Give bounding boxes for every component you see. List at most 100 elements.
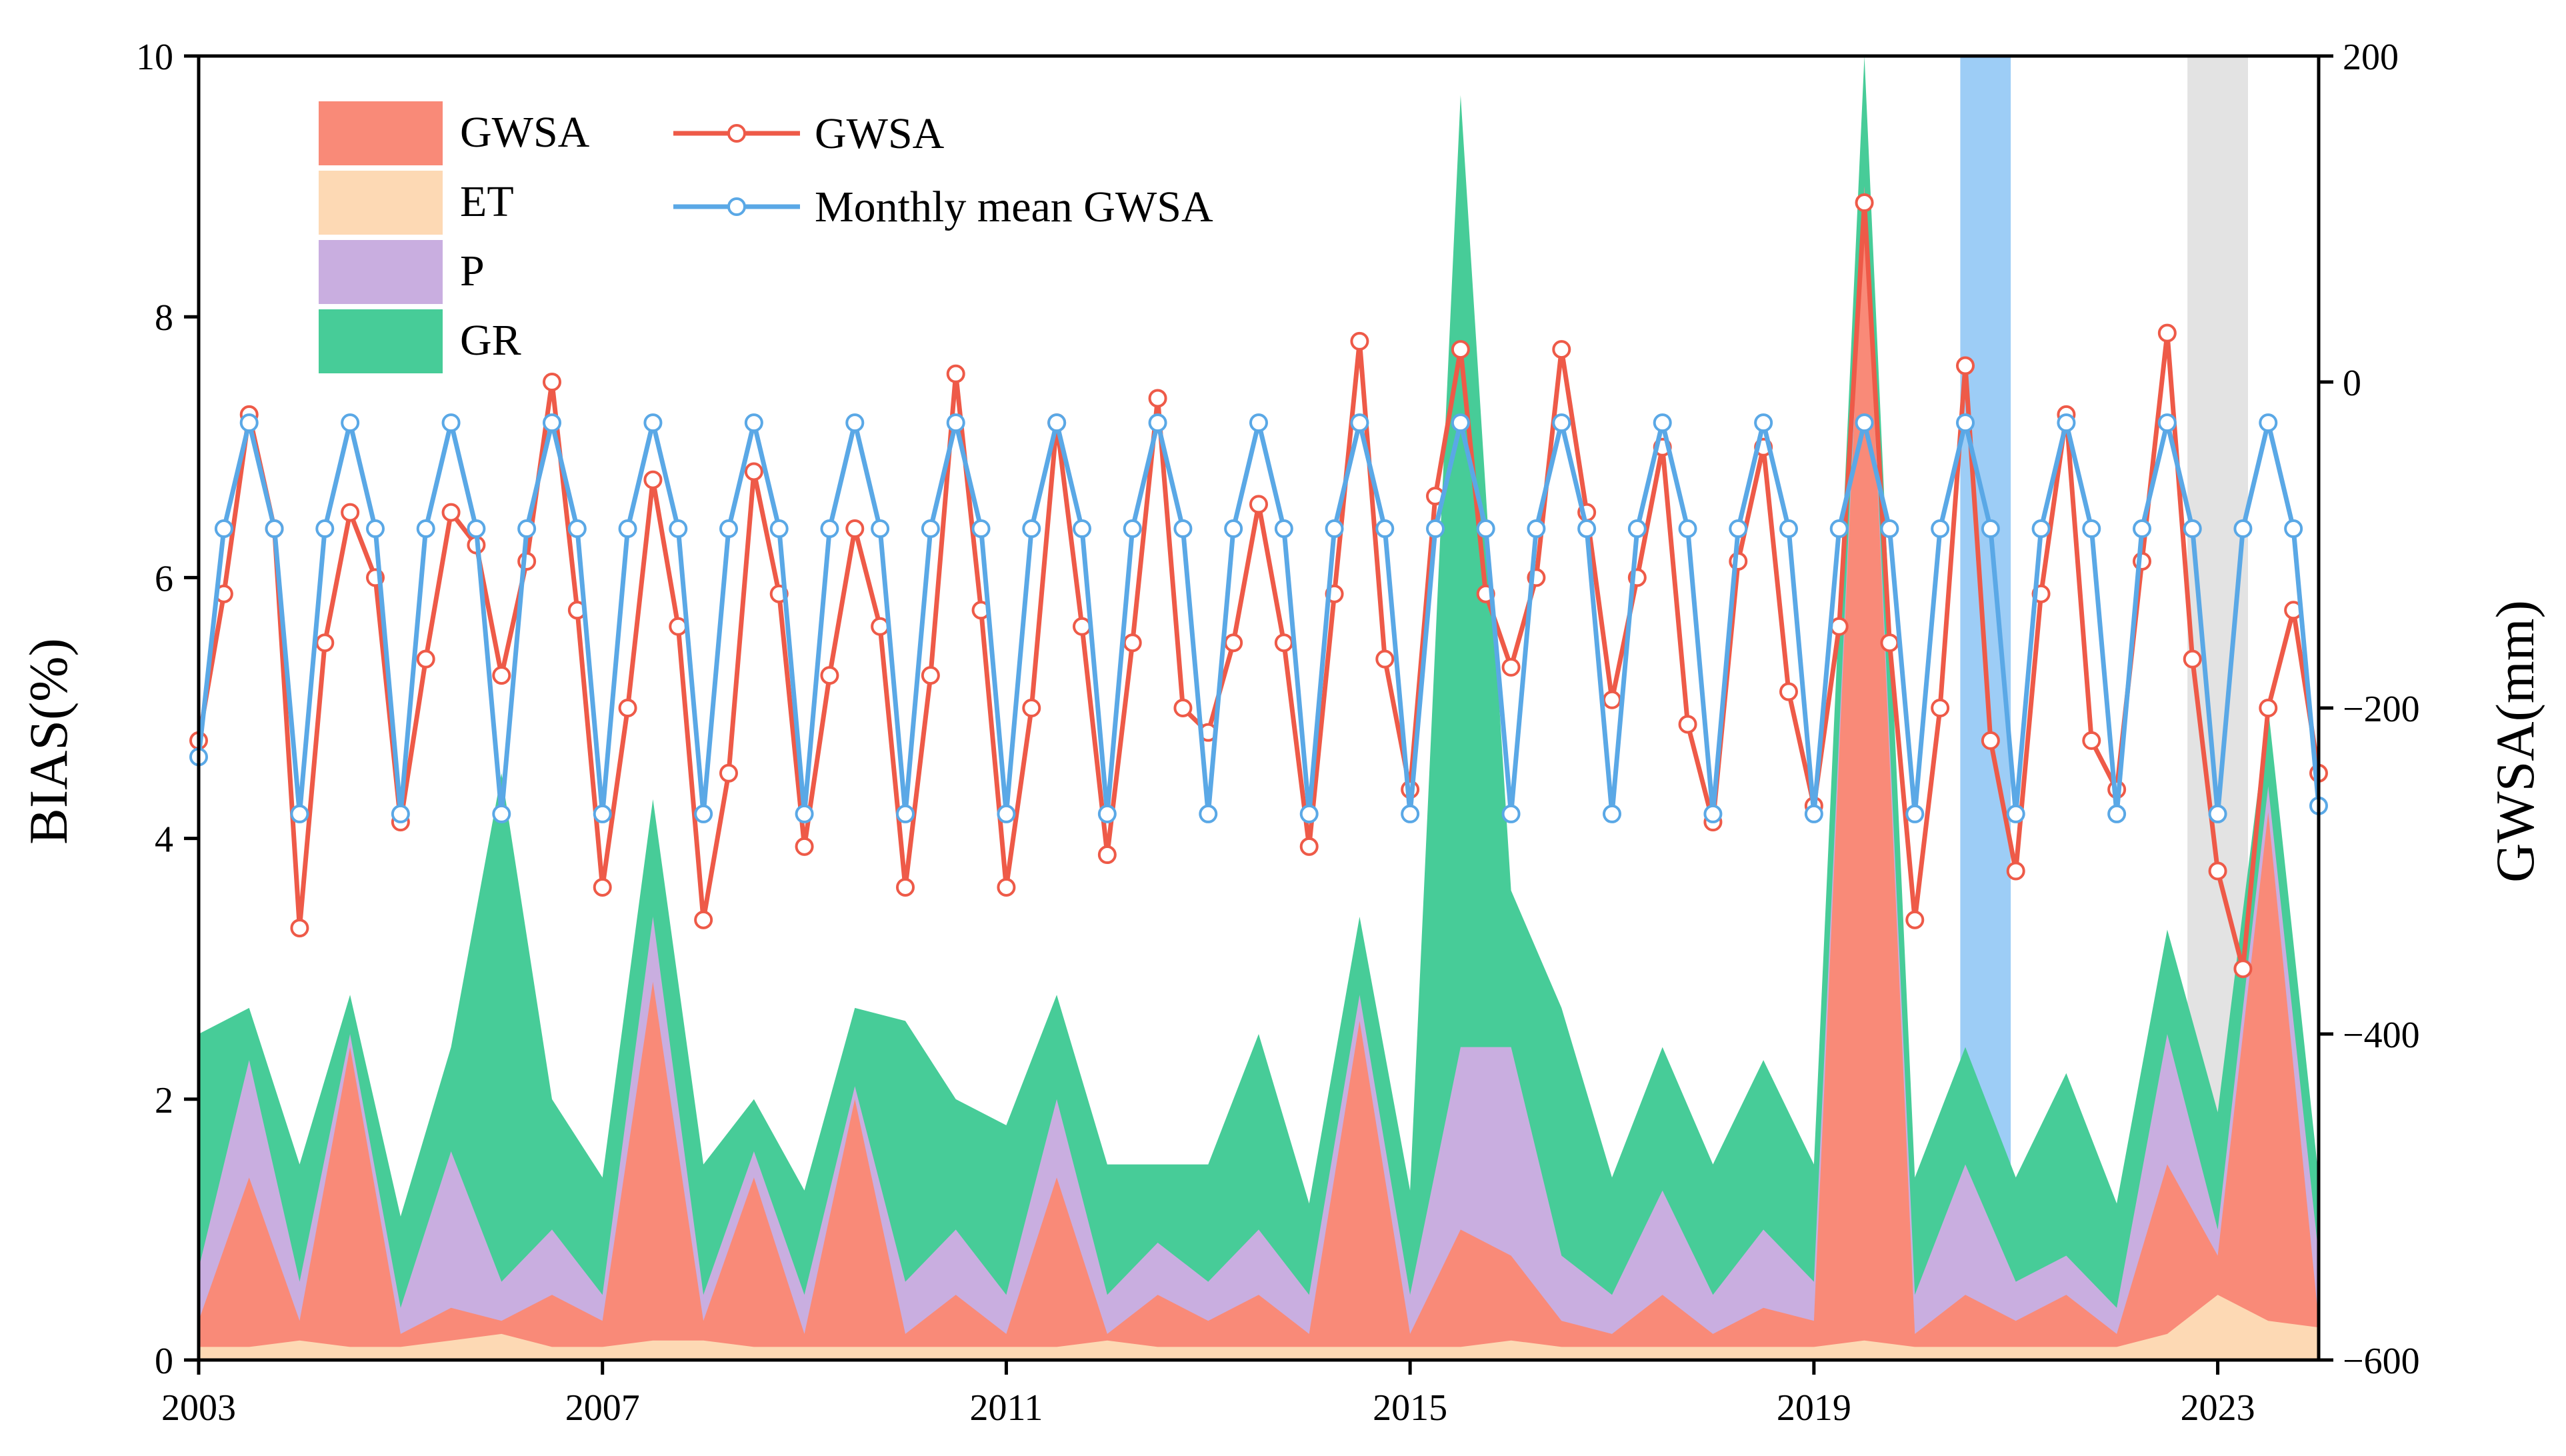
monthly-mean-gwsa-point — [1577, 519, 1597, 539]
monthly-mean-gwsa-point — [567, 519, 587, 539]
monthly-mean-gwsa-point — [1552, 413, 1571, 433]
monthly-mean-gwsa-point — [820, 519, 839, 539]
monthly-mean-gwsa-point — [2284, 519, 2303, 539]
gwsa-point — [1073, 617, 1091, 636]
legend: GWSA ET P GR GWSA Monthly mean GWSA — [319, 101, 1213, 373]
monthly-mean-gwsa-point — [643, 413, 663, 433]
gwsa-point — [1956, 356, 1975, 375]
monthly-mean-gwsa-point — [1476, 519, 1495, 539]
monthly-mean-gwsa-point — [1981, 519, 2000, 539]
gwsa-point — [1022, 699, 1041, 717]
monthly-mean-gwsa-point — [769, 519, 789, 539]
monthly-mean-gwsa-point — [315, 519, 335, 539]
y-right-tick-label: 200 — [2343, 37, 2399, 78]
monthly-mean-gwsa-point — [719, 519, 738, 539]
monthly-mean-gwsa-point — [845, 413, 865, 433]
monthly-mean-gwsa-point — [2082, 519, 2101, 539]
gwsa-point — [2233, 959, 2253, 979]
monthly-mean-gwsa-point — [921, 519, 940, 539]
y-left-tick-label: 4 — [155, 819, 173, 861]
y-right-tick-label: −200 — [2343, 689, 2420, 730]
gwsa-point — [1603, 690, 1621, 709]
monthly-mean-gwsa-point — [1779, 519, 1798, 539]
monthly-mean-gwsa-point — [492, 804, 511, 823]
monthly-mean-gwsa-point — [1653, 413, 1672, 433]
monthly-mean-gwsa-point — [1249, 413, 1268, 433]
monthly-mean-gwsa-point — [618, 519, 637, 539]
y-right-tick-label: −400 — [2343, 1015, 2420, 1056]
legend-swatch-gwsa — [319, 101, 443, 165]
gwsa-point — [1451, 340, 1470, 359]
gwsa-point — [921, 666, 940, 685]
monthly-mean-gwsa-point — [669, 519, 688, 539]
monthly-mean-gwsa-point — [997, 804, 1016, 823]
monthly-mean-gwsa-point — [1703, 804, 1723, 823]
y-right-tick-label: −600 — [2343, 1341, 2420, 1382]
gwsa-point — [1880, 633, 1899, 653]
monthly-mean-gwsa-point — [1350, 413, 1369, 433]
gwsa-point — [820, 666, 839, 685]
monthly-mean-gwsa-point — [971, 519, 991, 539]
monthly-mean-gwsa-point — [1325, 519, 1344, 539]
gwsa-point — [1097, 845, 1117, 865]
gwsa-point — [845, 519, 865, 539]
monthly-mean-gwsa-point — [1527, 519, 1546, 539]
stacked-areas — [199, 56, 2319, 1361]
monthly-mean-gwsa-point — [896, 804, 915, 823]
monthly-mean-gwsa-point — [366, 519, 385, 539]
monthly-mean-gwsa-point — [1401, 804, 1420, 823]
monthly-mean-gwsa-point — [2259, 413, 2278, 433]
monthly-mean-gwsa-point — [2006, 804, 2025, 823]
y-left-axis-title: BIAS(%) — [18, 638, 79, 845]
monthly-mean-gwsa-point — [1199, 804, 1218, 823]
legend-swatch-et — [319, 171, 443, 235]
gwsa-point — [1931, 699, 1950, 717]
monthly-mean-gwsa-point — [744, 413, 763, 433]
gwsa-point — [744, 462, 763, 481]
x-tick-label: 2023 — [2181, 1387, 2255, 1429]
monthly-mean-gwsa-point — [467, 519, 486, 539]
x-tick-label: 2007 — [565, 1387, 640, 1429]
y-left-tick-label: 10 — [136, 37, 173, 78]
monthly-mean-gwsa-point — [1603, 804, 1621, 823]
monthly-mean-gwsa-point — [1501, 804, 1521, 823]
legend-label-p: P — [460, 247, 485, 295]
gwsa-point — [871, 617, 890, 636]
monthly-mean-gwsa-point — [1173, 519, 1193, 539]
gwsa-point — [1829, 617, 1849, 636]
gwsa-point — [1350, 331, 1369, 351]
monthly-mean-gwsa-point — [1073, 519, 1091, 539]
et-area — [199, 1295, 2319, 1360]
gwsa-point — [2082, 731, 2101, 750]
x-tick-label: 2015 — [1373, 1387, 1447, 1429]
gwsa-point — [1855, 193, 1874, 213]
y-right-axis-title: GWSA(mm) — [2485, 600, 2545, 883]
gwsa-point — [896, 877, 915, 897]
monthly-mean-gwsa-point — [214, 519, 233, 539]
monthly-mean-gwsa-point — [1047, 413, 1067, 433]
monthly-mean-gwsa-point — [1224, 519, 1243, 539]
gwsa-point — [1299, 837, 1319, 856]
monthly-mean-gwsa-point — [1804, 804, 1823, 823]
monthly-mean-gwsa-point — [1931, 519, 1950, 539]
legend-line-marker — [727, 124, 746, 143]
legend-label-gwsa: GWSA — [460, 108, 590, 157]
gwsa-point — [1224, 633, 1243, 653]
monthly-mean-gwsa-point — [2031, 519, 2051, 539]
monthly-mean-gwsa-point — [946, 413, 965, 433]
x-tick-label: 2003 — [161, 1387, 236, 1429]
monthly-mean-gwsa-point — [391, 804, 410, 823]
gr-area — [199, 56, 2319, 1360]
monthly-mean-gwsa-point — [239, 413, 259, 433]
monthly-mean-gwsa-point — [2233, 519, 2253, 539]
legend-line-marker — [727, 197, 746, 216]
monthly-mean-gwsa-point — [1375, 519, 1395, 539]
gwsa-point — [1274, 633, 1293, 653]
x-tick-label: 2019 — [1777, 1387, 1851, 1429]
monthly-mean-gwsa-point — [1148, 413, 1167, 433]
gwsa-point — [1501, 657, 1521, 677]
monthly-mean-gwsa-point — [1123, 519, 1142, 539]
monthly-mean-gwsa-point — [871, 519, 890, 539]
monthly-mean-gwsa-point — [341, 413, 360, 433]
